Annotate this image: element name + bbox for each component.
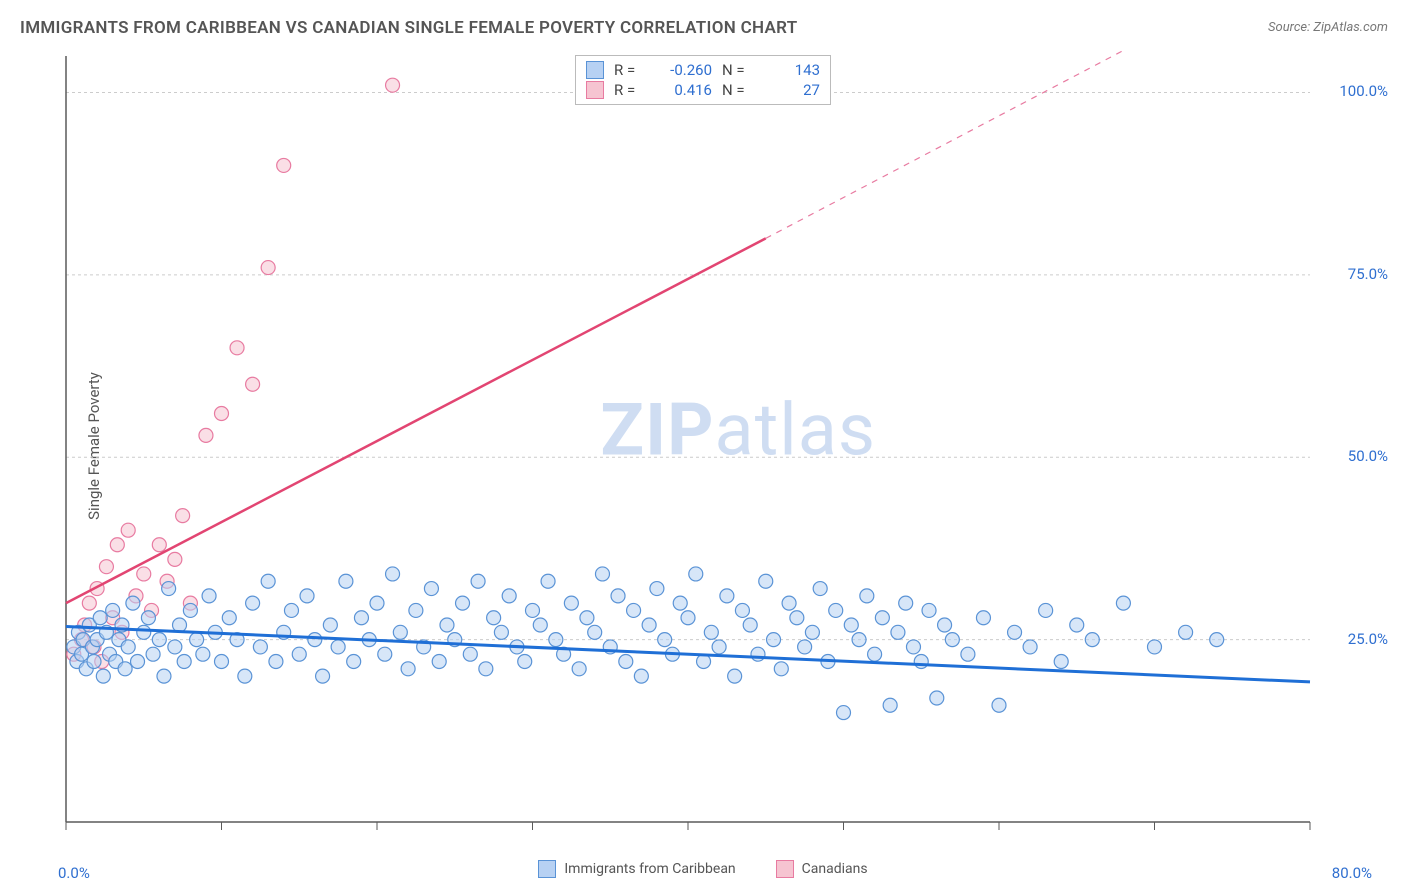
r-label: R = [614, 81, 642, 99]
bottom-legend: Immigrants from Caribbean Canadians [0, 860, 1406, 878]
n-value-series2: 27 [760, 81, 820, 99]
n-label: N = [722, 61, 750, 79]
legend-label-series2: Canadians [802, 861, 868, 877]
stats-legend: R = -0.260 N = 143 R = 0.416 N = 27 [575, 55, 831, 105]
x-axis-min-label: 0.0% [58, 864, 90, 882]
scatter-chart-svg [60, 50, 1316, 842]
stats-swatch-series2 [586, 81, 604, 99]
legend-swatch-series1 [538, 860, 556, 878]
chart-title: IMMIGRANTS FROM CARIBBEAN VS CANADIAN SI… [20, 18, 797, 38]
n-value-series1: 143 [760, 61, 820, 79]
r-label: R = [614, 61, 642, 79]
legend-swatch-series2 [776, 860, 794, 878]
y-tick-label: 100.0% [1339, 82, 1388, 100]
y-tick-label: 50.0% [1348, 447, 1388, 465]
y-tick-label: 75.0% [1348, 265, 1388, 283]
chart-plot-area: ZIPatlas [60, 50, 1316, 842]
x-axis-max-label: 80.0% [1332, 864, 1372, 882]
n-label: N = [722, 81, 750, 99]
legend-item-series2: Canadians [776, 860, 868, 878]
y-tick-label: 25.0% [1348, 630, 1388, 648]
stats-legend-row-1: R = -0.260 N = 143 [586, 60, 820, 80]
r-value-series1: -0.260 [652, 61, 712, 79]
r-value-series2: 0.416 [652, 81, 712, 99]
source-label: Source: ZipAtlas.com [1268, 20, 1388, 35]
legend-label-series1: Immigrants from Caribbean [564, 861, 735, 877]
stats-swatch-series1 [586, 61, 604, 79]
legend-item-series1: Immigrants from Caribbean [538, 860, 735, 878]
stats-legend-row-2: R = 0.416 N = 27 [586, 80, 820, 100]
